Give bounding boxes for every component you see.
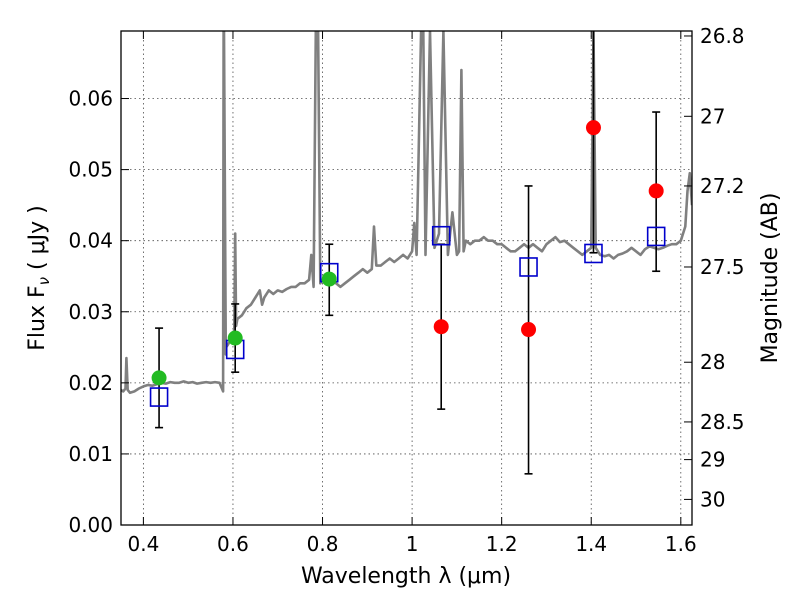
x-axis-label: Wavelength λ (μm) (301, 564, 511, 589)
y2-tick-label: 28 (700, 350, 725, 374)
y-tick-label: 0.02 (68, 371, 113, 395)
y-tick-label: 0.04 (68, 229, 113, 253)
observed-flux-point (321, 271, 337, 287)
y-tick-label: 0.03 (68, 300, 113, 324)
y2-tick-label: 30 (700, 487, 725, 511)
model-photometry-square (646, 226, 666, 247)
y-axis-label-unit: ( μJy ) (25, 205, 50, 277)
spectrum-layer (121, 31, 692, 395)
y2-axis-label: Magnitude (AB) (758, 193, 783, 364)
y-axis-label-group: Flux Fν ( μJy ) (25, 205, 53, 350)
model-photometry-square (431, 225, 451, 246)
y-axis-label: Flux Fν ( μJy ) (25, 205, 53, 350)
tick-layer: 0.4 0.6 0.8 1 1.2 1.4 1.6 0.00 0.01 0.02 0.03 0.04 0… (68, 24, 744, 556)
model-photometry-square (584, 243, 603, 264)
y2-tick-label: 26.8 (700, 24, 745, 48)
y2-tick-label: 28.5 (700, 410, 745, 434)
x-tick-label: 0.4 (127, 532, 159, 556)
y2-tick-label: 29 (700, 448, 725, 472)
y2-tick-label: 27.2 (700, 174, 745, 198)
y-tick-label: 0.06 (68, 87, 113, 111)
x-tick-label: 1.6 (665, 532, 697, 556)
x-tick-label: 0.8 (307, 532, 339, 556)
plot-background (121, 31, 692, 525)
y-axis-label-subscript: ν (35, 277, 53, 285)
y2-tick-label: 27.5 (700, 255, 745, 279)
gridlines (121, 31, 692, 525)
y-tick-label: 0.05 (68, 158, 113, 182)
observed-flux-point (521, 322, 537, 338)
plot-frame (120, 30, 693, 526)
observed-flux-point (585, 120, 601, 136)
marker-layer (149, 120, 666, 407)
x-tick-label: 0.6 (217, 532, 249, 556)
observed-flux-point (648, 183, 664, 199)
spectrum-line (121, 31, 692, 395)
x-tick-label: 1.4 (575, 532, 607, 556)
y-tick-label: 0.00 (68, 513, 113, 537)
model-photometry-square (519, 257, 538, 277)
y-tick-label: 0.01 (68, 442, 113, 466)
observed-flux-point (151, 370, 167, 386)
y-axis-label-main: Flux F (25, 285, 50, 350)
observed-flux-point (433, 319, 449, 335)
x-tick-label: 1 (406, 532, 419, 556)
x-tick-label: 1.2 (486, 532, 518, 556)
observed-flux-point (227, 330, 243, 346)
y2-tick-label: 27 (700, 104, 725, 128)
model-photometry-square (149, 387, 169, 407)
